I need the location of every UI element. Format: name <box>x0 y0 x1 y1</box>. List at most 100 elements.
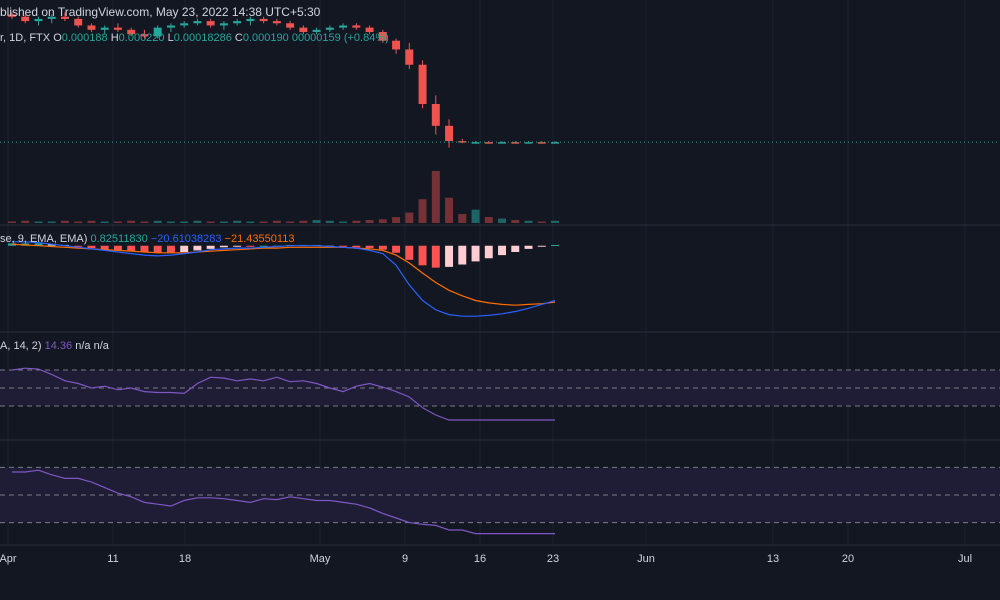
grid-lines <box>7 0 966 545</box>
macd-histogram-bar <box>34 243 43 246</box>
macd-histogram-bar <box>511 245 520 252</box>
candle-body <box>392 40 401 50</box>
macd-name: se, 9, EMA, EMA) <box>0 233 88 245</box>
volume-bar <box>352 220 361 223</box>
volume-bar <box>445 197 454 223</box>
volume-bar <box>21 220 30 223</box>
candle-body <box>498 142 506 144</box>
volume-bar <box>8 221 16 223</box>
oscillator-pane <box>0 466 1000 535</box>
volume-bar <box>233 220 242 223</box>
candle-body <box>180 23 189 26</box>
candle-body <box>551 142 559 144</box>
rsi-value: 14.36 <box>44 340 73 352</box>
candle-body <box>325 27 334 30</box>
volume-bar <box>299 220 308 223</box>
open-value: 0.000188 <box>61 32 108 44</box>
candle-body <box>339 25 348 28</box>
macd-signal-value: −21.43550113 <box>224 233 295 245</box>
candle-body <box>87 25 96 30</box>
volume-bar <box>365 220 374 223</box>
volume-bar <box>405 212 414 223</box>
volume-bar <box>246 221 255 223</box>
macd-histogram-bar <box>524 245 533 249</box>
x-tick-label: 16 <box>474 553 486 565</box>
macd-histogram-bar <box>352 245 361 248</box>
macd-histogram-bar <box>551 244 559 246</box>
candle-body <box>445 125 454 142</box>
volume-bar <box>74 221 83 223</box>
candle-body <box>127 29 136 35</box>
candle-body <box>286 23 295 28</box>
candle-body <box>47 16 56 19</box>
macd-histogram-bar <box>219 245 228 248</box>
candle-body <box>74 18 83 26</box>
x-axis-background <box>0 545 1000 600</box>
volume-bar <box>551 220 559 223</box>
volume-bar <box>511 220 520 223</box>
x-tick-label: May <box>310 553 331 565</box>
volume-bar <box>47 221 56 223</box>
x-tick-label: 18 <box>179 553 191 565</box>
volume-bar <box>206 221 215 223</box>
candle-body <box>153 27 162 37</box>
macd-histogram-bar <box>47 244 56 246</box>
volume-bar <box>325 220 334 223</box>
candle-body <box>405 49 414 65</box>
volume-bar <box>339 221 348 223</box>
volume-bar <box>431 171 440 223</box>
macd-line-value: −20.61038283 <box>150 233 222 245</box>
macd-histogram-bar <box>405 245 414 260</box>
macd-histogram-bar <box>445 245 454 267</box>
volume-bar <box>471 209 480 223</box>
macd-histogram-bar <box>498 245 506 256</box>
macd-histogram-bar <box>74 245 83 247</box>
macd-histogram-bar <box>127 245 136 252</box>
rsi-pane <box>0 367 1000 421</box>
macd-histogram-bar <box>180 245 189 252</box>
x-tick-label: 23 <box>547 553 559 565</box>
macd-histogram-bar <box>365 245 374 249</box>
volume-bar <box>193 220 202 223</box>
rsi-na-2: n/a <box>93 340 109 352</box>
close-label: C <box>234 32 243 44</box>
close-value: 0.000190 <box>242 32 289 44</box>
x-tick-label: Apr <box>0 553 17 565</box>
volume-bar <box>286 221 295 223</box>
published-label: blished on TradingView.com, May 23, 2022… <box>0 5 321 19</box>
osc-line <box>12 469 555 535</box>
volume-bar <box>166 221 175 223</box>
candle-body <box>299 27 308 32</box>
macd-histogram-bar <box>484 245 493 259</box>
volume-bar <box>312 220 321 223</box>
volume-bar <box>484 217 493 223</box>
x-tick-label: Jun <box>637 553 655 565</box>
macd-histogram-bar <box>392 245 401 253</box>
volume-bar <box>378 219 387 223</box>
open-label: O <box>53 32 62 44</box>
volume-bar <box>113 221 122 223</box>
volume-bar <box>418 199 427 223</box>
candle-body <box>113 27 122 30</box>
macd-histogram-bar <box>418 245 427 266</box>
candle-body <box>100 27 109 30</box>
candle-body <box>166 25 175 28</box>
candle-body <box>21 16 30 22</box>
volume-bar <box>153 220 162 223</box>
macd-histogram-bar <box>471 245 480 262</box>
volume-bar <box>87 220 96 223</box>
candle-body <box>61 16 69 19</box>
candle-body <box>233 21 242 24</box>
candle-body <box>272 21 281 24</box>
low-label: L <box>167 32 174 44</box>
high-label: H <box>110 32 119 44</box>
candle-body <box>206 21 215 26</box>
candle-body <box>511 142 520 144</box>
x-axis: Apr 11 18 May 9 16 23 Jun 13 20 Jul <box>0 553 972 565</box>
candle-body <box>219 23 228 26</box>
volume-bar <box>498 218 506 223</box>
volume-bar <box>127 220 136 223</box>
candle-body <box>312 29 321 32</box>
rsi-line <box>11 367 555 421</box>
macd-histogram-bar <box>100 245 109 250</box>
